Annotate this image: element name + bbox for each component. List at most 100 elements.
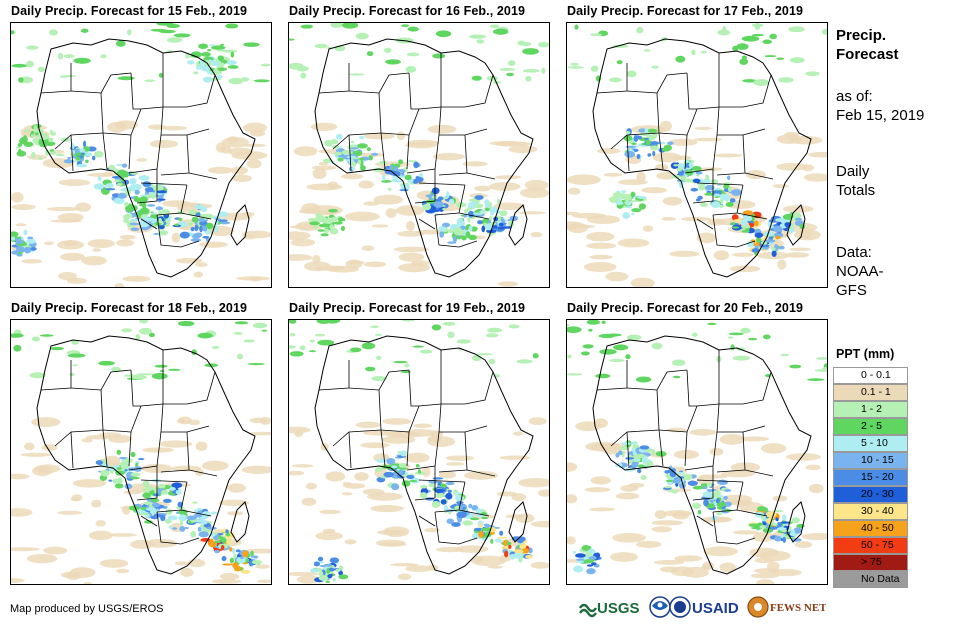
country-border <box>70 431 74 469</box>
dry-patch <box>589 507 615 512</box>
rain-speckle <box>751 33 764 37</box>
africa-map <box>11 320 271 584</box>
country-border <box>692 466 714 501</box>
dry-patch <box>641 187 667 194</box>
dry-patch <box>750 573 779 579</box>
rain-cell <box>705 174 710 181</box>
dry-patch <box>610 552 638 562</box>
rain-cell <box>137 458 145 461</box>
rain-cell <box>462 520 473 526</box>
dry-patch <box>805 464 821 471</box>
country-border <box>130 72 141 110</box>
rain-cell <box>169 487 176 491</box>
country-border <box>686 72 697 110</box>
rain-cell <box>498 222 504 227</box>
rain-speckle <box>289 345 297 349</box>
dry-patch <box>195 441 208 452</box>
rain-cell <box>179 231 190 239</box>
rain-cell <box>516 545 520 549</box>
country-border <box>464 74 494 108</box>
dry-patch <box>777 259 787 270</box>
legend-swatch <box>833 486 908 503</box>
rain-speckle <box>151 372 168 380</box>
legend-label: 2 - 5 <box>861 420 883 432</box>
dry-patch <box>149 139 179 148</box>
rain-cell <box>198 217 206 223</box>
dry-patch <box>487 565 503 569</box>
rain-cell <box>513 552 523 559</box>
country-border <box>744 172 774 180</box>
dry-patch <box>772 184 789 189</box>
madagascar-outline <box>508 501 528 543</box>
dry-patch <box>248 431 271 436</box>
rain-cell <box>208 541 218 548</box>
rain-speckle <box>739 58 749 65</box>
rain-speckle <box>582 344 594 349</box>
rain-speckle <box>691 49 696 56</box>
dry-patch <box>499 455 531 460</box>
rain-cell <box>431 209 439 213</box>
dry-patch <box>81 438 93 443</box>
rain-cell <box>48 150 57 155</box>
dry-patch <box>719 562 736 573</box>
rain-cell <box>41 143 47 148</box>
dry-patch <box>393 246 429 253</box>
rain-cell <box>216 67 228 71</box>
rain-cell <box>586 568 596 575</box>
rain-cell <box>394 180 403 183</box>
panel-title: Daily Precip. Forecast for 16 Feb., 2019 <box>289 4 526 18</box>
country-border <box>464 371 494 405</box>
rain-cell <box>75 156 81 161</box>
dry-patch <box>246 159 262 169</box>
rain-cell <box>135 510 147 514</box>
rain-speckle <box>595 373 611 379</box>
rain-cell <box>38 138 44 146</box>
dry-patch <box>178 416 192 425</box>
rain-cell <box>704 192 714 196</box>
rain-cell <box>11 231 19 238</box>
rain-cell <box>625 457 635 460</box>
rain-cell <box>383 471 394 478</box>
rain-speckle <box>115 40 126 47</box>
rain-speckle <box>57 52 63 60</box>
rain-cell <box>108 479 113 482</box>
rain-cell <box>684 178 694 183</box>
precip-map <box>566 22 828 288</box>
dry-patch <box>43 546 68 555</box>
rain-speckle <box>807 378 825 381</box>
rain-cell <box>492 225 498 229</box>
dry-patch <box>305 482 317 490</box>
legend-item: 40 - 50 <box>833 520 908 537</box>
dry-patch <box>342 481 352 486</box>
dry-patch <box>208 166 233 174</box>
rain-speckle <box>135 373 154 376</box>
rain-speckle <box>419 349 433 354</box>
rain-speckle <box>471 75 482 81</box>
rain-cell <box>448 511 452 515</box>
rain-cell <box>413 161 420 169</box>
rain-cell <box>147 204 156 207</box>
rain-cell <box>782 514 787 521</box>
dry-patch <box>793 229 821 241</box>
rain-cell <box>191 216 199 223</box>
dry-patch <box>202 460 229 471</box>
rain-cell <box>190 226 195 232</box>
dry-patch <box>243 122 267 133</box>
rain-cell <box>774 535 782 542</box>
dry-patch <box>726 200 756 209</box>
rain-cell <box>313 561 321 567</box>
legend-item: 0.1 - 1 <box>833 384 908 401</box>
rain-speckle <box>728 332 744 336</box>
rain-cell <box>145 217 155 222</box>
dry-patch <box>136 158 147 162</box>
rain-cell <box>139 221 150 228</box>
rain-cell <box>435 492 446 498</box>
rain-cell <box>199 221 209 226</box>
rain-cell <box>349 147 360 150</box>
rain-cell <box>331 229 336 233</box>
rain-cell <box>398 159 404 165</box>
rain-cell <box>775 517 779 522</box>
rain-cell <box>435 488 445 493</box>
dry-patch <box>630 277 655 287</box>
dry-patch <box>794 541 813 548</box>
